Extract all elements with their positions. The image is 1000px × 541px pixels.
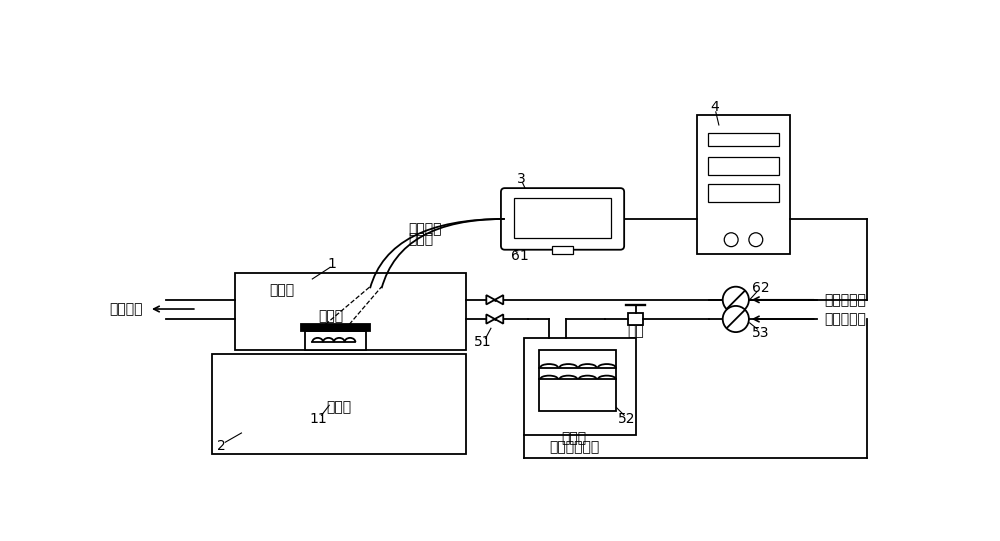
Text: （水浴加热）: （水浴加热） bbox=[549, 440, 599, 454]
Text: 第二氮气源: 第二氮气源 bbox=[824, 293, 866, 307]
Bar bbox=[301, 325, 370, 331]
Text: 62: 62 bbox=[752, 281, 769, 295]
Circle shape bbox=[723, 306, 749, 332]
Bar bbox=[539, 350, 616, 411]
Bar bbox=[305, 331, 366, 350]
Text: 起泡器: 起泡器 bbox=[562, 431, 587, 445]
Circle shape bbox=[724, 233, 738, 247]
Bar bbox=[524, 338, 636, 434]
Text: 第一氮气源: 第一氮气源 bbox=[824, 312, 866, 326]
Text: 53: 53 bbox=[752, 326, 769, 340]
Text: 石英管: 石英管 bbox=[269, 283, 294, 297]
Text: 11: 11 bbox=[310, 412, 327, 426]
Polygon shape bbox=[486, 295, 495, 305]
FancyBboxPatch shape bbox=[501, 188, 624, 250]
Bar bbox=[212, 354, 466, 454]
Circle shape bbox=[749, 233, 763, 247]
Text: 51: 51 bbox=[474, 335, 492, 349]
Text: 52: 52 bbox=[618, 412, 635, 426]
Text: 外延片: 外延片 bbox=[318, 309, 343, 323]
Bar bbox=[697, 115, 790, 254]
Polygon shape bbox=[486, 314, 495, 324]
Bar bbox=[514, 198, 611, 238]
Text: 61: 61 bbox=[511, 249, 529, 263]
Text: 正负电极: 正负电极 bbox=[409, 222, 442, 236]
Text: 尾气处理: 尾气处理 bbox=[109, 302, 143, 316]
Bar bbox=[708, 157, 779, 175]
Text: 1: 1 bbox=[327, 256, 336, 270]
Bar bbox=[235, 273, 466, 350]
Polygon shape bbox=[495, 314, 503, 324]
Text: 连接线: 连接线 bbox=[409, 232, 434, 246]
Text: 2: 2 bbox=[217, 439, 226, 453]
Polygon shape bbox=[495, 295, 503, 305]
Text: 手阀: 手阀 bbox=[627, 325, 644, 338]
Bar bbox=[628, 313, 643, 325]
Text: 加热炉: 加热炉 bbox=[327, 400, 352, 414]
Bar bbox=[708, 184, 779, 202]
Text: 4: 4 bbox=[710, 100, 719, 114]
Bar bbox=[552, 246, 573, 254]
Text: 3: 3 bbox=[517, 172, 526, 186]
Bar bbox=[708, 133, 779, 146]
Circle shape bbox=[723, 287, 749, 313]
